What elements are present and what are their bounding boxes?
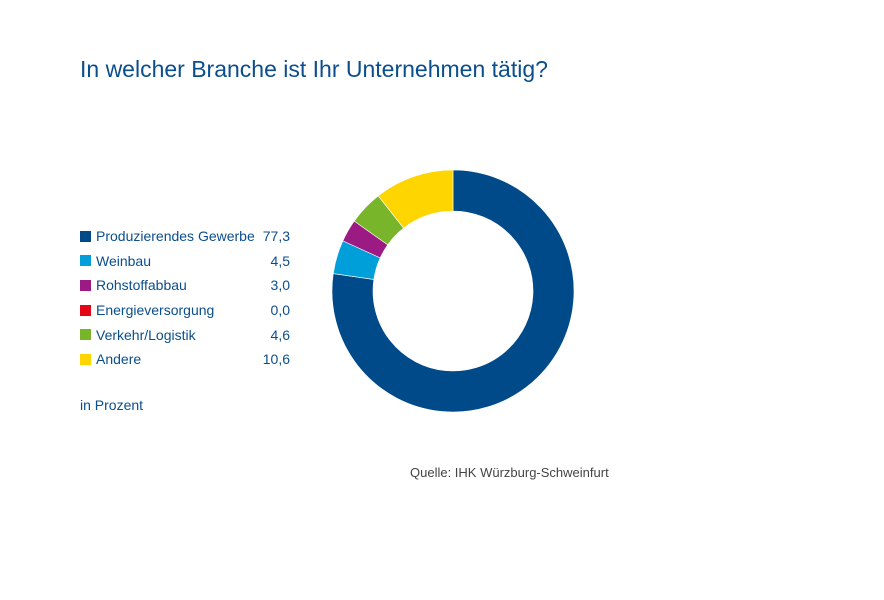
legend-swatch xyxy=(80,255,91,267)
legend-item: Andere 10,6 xyxy=(80,347,290,372)
legend-swatch xyxy=(80,230,91,242)
legend-swatch xyxy=(80,279,91,291)
source-note: Quelle: IHK Würzburg-Schweinfurt xyxy=(410,465,609,480)
unit-label: in Prozent xyxy=(80,397,144,413)
legend-value: 4,5 xyxy=(270,252,290,269)
legend-value: 4,6 xyxy=(270,326,290,343)
legend-item: Weinbau 4,5 xyxy=(80,249,290,274)
legend: Produzierendes Gewerbe 77,3 Weinbau 4,5 Ro… xyxy=(80,224,290,372)
legend-item: Energieversorgung 0,0 xyxy=(80,298,290,323)
legend-label: Andere xyxy=(96,351,142,368)
legend-label: Energieversorgung xyxy=(96,302,215,319)
legend-item: Verkehr/Logistik 4,6 xyxy=(80,322,290,347)
donut-slice-andere xyxy=(377,169,454,229)
legend-value: 3,0 xyxy=(270,277,290,294)
legend-value: 0,0 xyxy=(270,302,290,319)
legend-value: 10,6 xyxy=(262,351,290,368)
legend-swatch xyxy=(80,304,91,316)
legend-swatch xyxy=(80,329,91,341)
legend-value: 77,3 xyxy=(262,228,290,245)
donut-slice-produzierendes-gewerbe xyxy=(331,169,575,413)
legend-swatch xyxy=(80,353,91,365)
legend-item: Produzierendes Gewerbe 77,3 xyxy=(80,224,290,249)
legend-label: Rohstoffabbau xyxy=(96,277,187,294)
legend-label: Verkehr/Logistik xyxy=(96,326,196,343)
legend-label: Produzierendes Gewerbe xyxy=(96,228,255,245)
chart-title: In welcher Branche ist Ihr Unternehmen t… xyxy=(80,56,548,82)
legend-item: Rohstoffabbau 3,0 xyxy=(80,273,290,298)
legend-label: Weinbau xyxy=(96,252,152,269)
